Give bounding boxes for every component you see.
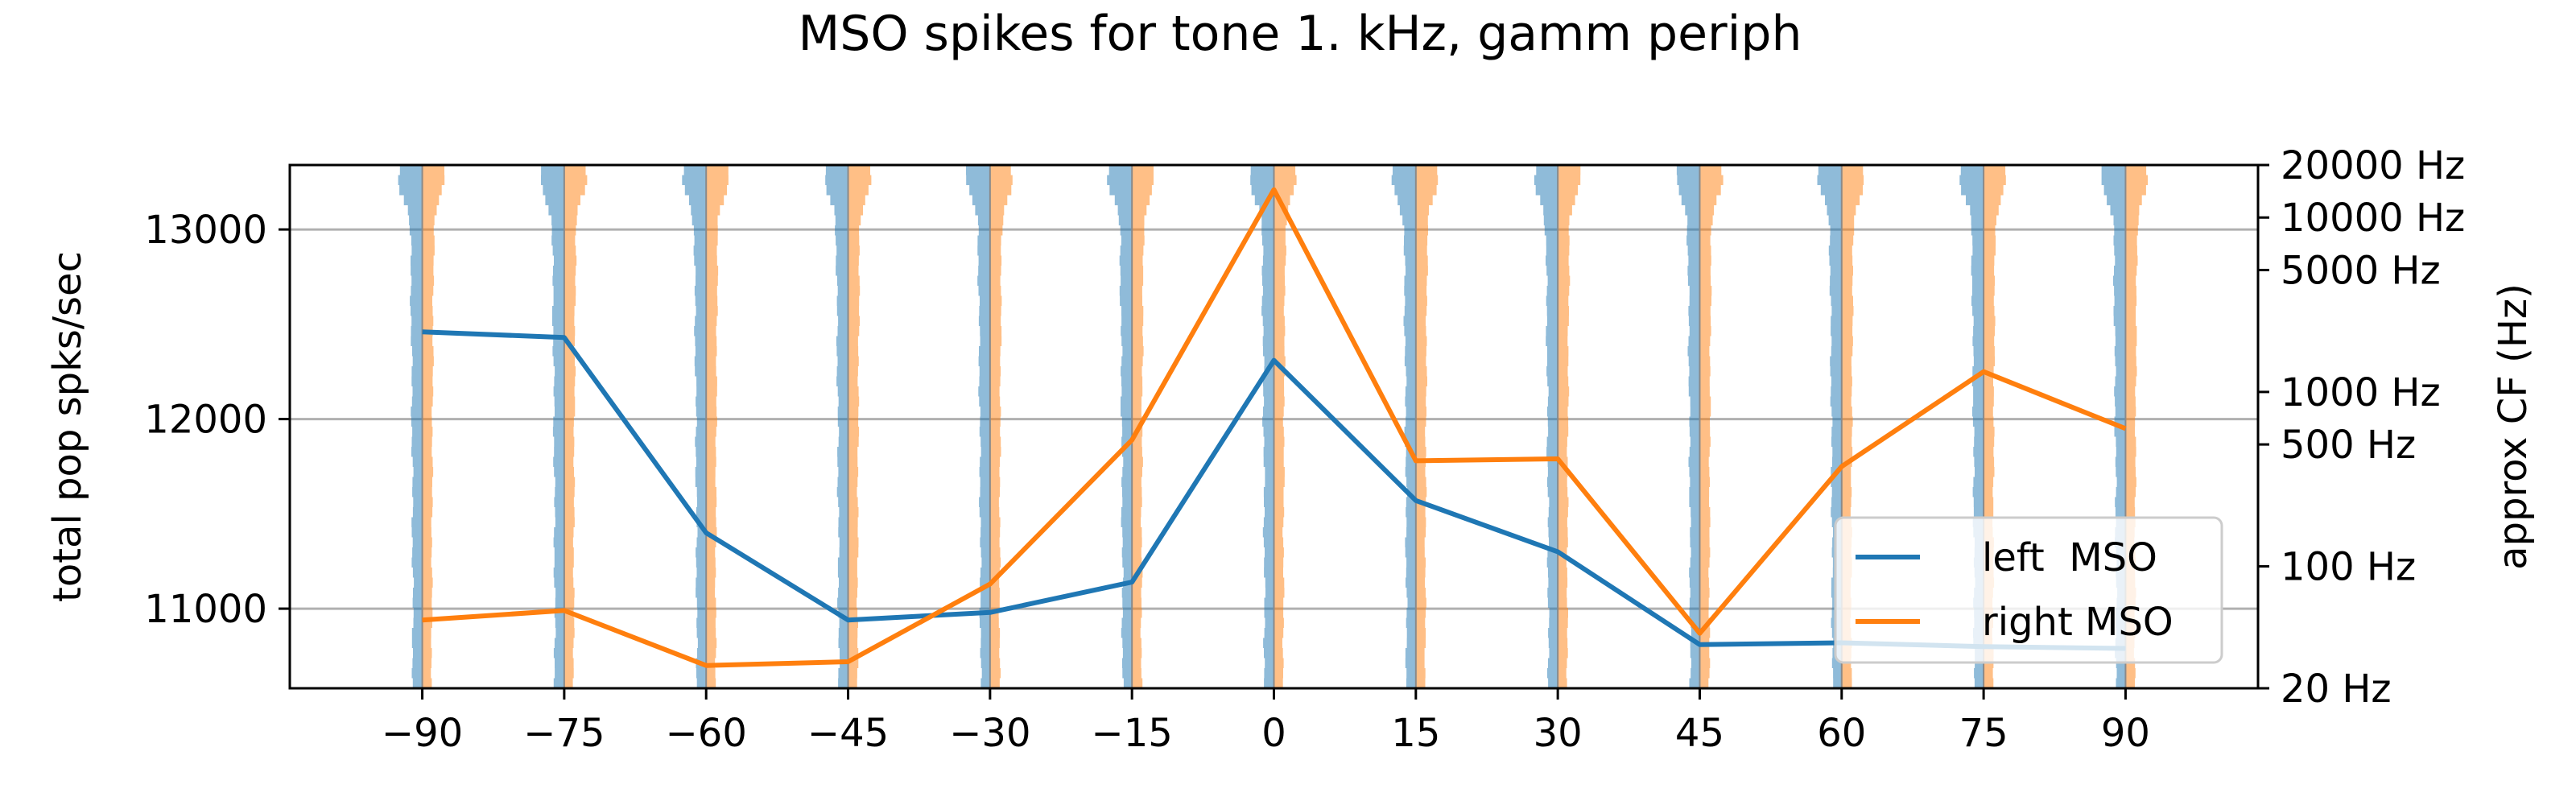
y2-tick-label: 5000 Hz (2281, 248, 2441, 293)
histogram-right (1699, 165, 1724, 688)
x-tick-label: −75 (523, 711, 605, 756)
x-tick-label: 75 (1959, 711, 2008, 756)
series-line-right (422, 187, 2127, 668)
x-tick-label: 45 (1675, 711, 1724, 756)
y-tick-label: 13000 (144, 208, 267, 253)
x-tick-label: −15 (1092, 711, 1173, 756)
x-tick-label: −90 (382, 711, 463, 756)
chart-title: MSO spikes for tone 1. kHz, gamm periph (799, 6, 1802, 62)
legend-label-left: left MSO (1982, 535, 2157, 580)
x-axis: −90 −75 −60 −45 −30 −15 0 15 30 45 60 75 90 (382, 688, 2150, 756)
y-axis-right-label: approx CF (Hz) (2491, 283, 2536, 570)
y2-tick-label: 20 Hz (2281, 667, 2392, 712)
histograms (398, 165, 2149, 688)
histogram-right (989, 165, 1013, 688)
histogram-right (1274, 165, 1297, 688)
x-tick-label: 60 (1817, 711, 1866, 756)
legend-box (1834, 516, 2223, 664)
histogram-left (398, 165, 423, 688)
histogram-right (706, 165, 729, 688)
histogram-right (564, 165, 588, 688)
histogram-right (848, 165, 872, 688)
histogram-left (825, 165, 848, 688)
y2-tick-label: 20000 Hz (2281, 143, 2465, 188)
histogram-left (682, 165, 707, 688)
x-tick-label: 90 (2101, 711, 2150, 756)
x-tick-label: 0 (1261, 711, 1286, 756)
y2-tick-label: 10000 Hz (2281, 196, 2465, 241)
y2-tick-label: 1000 Hz (2281, 370, 2441, 415)
histogram-left (541, 165, 564, 688)
y2-tick-label: 100 Hz (2281, 545, 2416, 590)
histogram-left (1250, 165, 1274, 688)
y-axis-right: 20 Hz 100 Hz 500 Hz 1000 Hz 5000 Hz 10000 Hz 2… (2258, 143, 2465, 712)
y-tick-label: 12000 (144, 398, 267, 443)
x-tick-label: −45 (807, 711, 889, 756)
histogram-left (1391, 165, 1416, 688)
y-tick-label: 11000 (144, 587, 267, 632)
histogram-right (1132, 165, 1154, 688)
x-tick-label: −60 (666, 711, 747, 756)
histogram-left (1534, 165, 1558, 688)
y-axis-left: 11000 12000 13000 (144, 208, 290, 632)
legend-label-right: right MSO (1982, 600, 2174, 645)
histogram-left (1107, 165, 1133, 688)
y2-tick-label: 500 Hz (2281, 423, 2416, 468)
legend: left MSO right MSO (1834, 516, 2223, 664)
x-tick-label: 30 (1534, 711, 1583, 756)
y-axis-left-label: total pop spks/sec (45, 251, 90, 602)
histogram-left (1676, 165, 1700, 688)
x-tick-label: −30 (949, 711, 1030, 756)
histogram-left (966, 165, 990, 688)
histogram-right (1415, 165, 1439, 688)
histogram-right (422, 165, 445, 688)
x-tick-label: 15 (1391, 711, 1440, 756)
